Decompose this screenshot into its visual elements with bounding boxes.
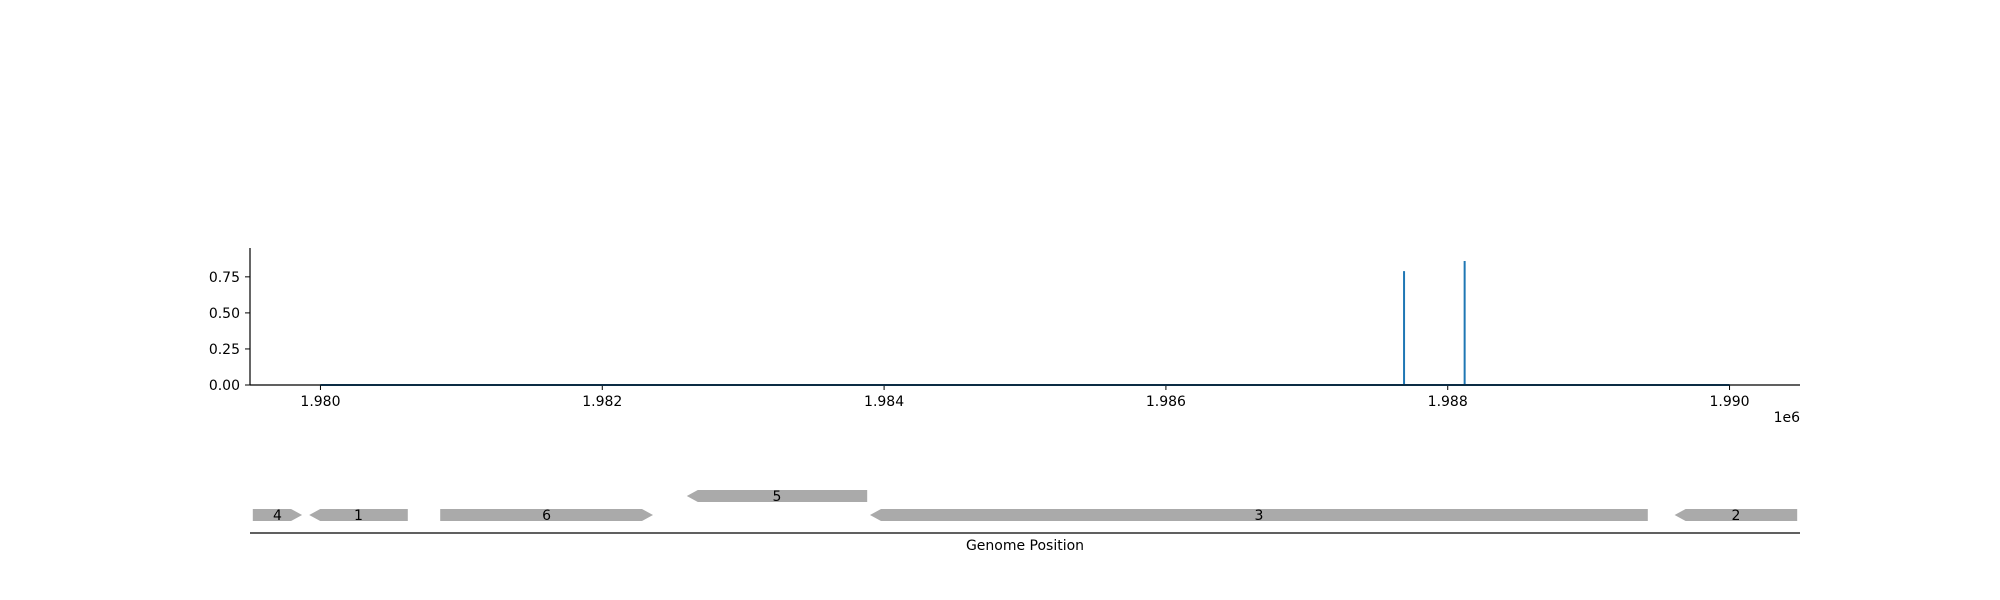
- x-tick-label: 1.990: [1709, 394, 1749, 410]
- x-tick-label: 1.988: [1428, 394, 1468, 410]
- x-axis-label: Genome Position: [966, 538, 1084, 554]
- gene-label: 4: [273, 508, 282, 524]
- x-tick-label: 1.986: [1146, 394, 1186, 410]
- x-tick-label: 1.982: [582, 394, 622, 410]
- y-tick-label: 0.50: [209, 306, 240, 322]
- gene-label: 2: [1731, 508, 1740, 524]
- gene-arrow: [252, 509, 303, 521]
- gene-arrow: [309, 509, 408, 521]
- gene-label: 6: [542, 508, 551, 524]
- x-tick-label: 1.980: [300, 394, 340, 410]
- y-tick-label: 0.75: [209, 270, 240, 286]
- gene-arrow: [440, 509, 653, 521]
- gene-arrow: [686, 490, 868, 502]
- gene-arrow: [870, 509, 1648, 521]
- coverage-plot: 1.980 1.982 1.984 1.986 1.988 1.990 0.00 0.25 0.…: [209, 260, 1750, 410]
- y-tick-label: 0.25: [209, 342, 240, 358]
- x-offset-label: 1e6: [1774, 410, 1801, 426]
- gene-track: 4 1 6 5 3 2: [252, 489, 1798, 524]
- gene-label: 1: [354, 508, 363, 524]
- gene-label: 5: [773, 489, 782, 505]
- x-tick-label: 1.984: [864, 394, 904, 410]
- gene-arrow: [1674, 509, 1798, 521]
- gene-label: 3: [1254, 508, 1263, 524]
- y-tick-label: 0.00: [209, 378, 240, 394]
- coverage-line: [320, 260, 1730, 386]
